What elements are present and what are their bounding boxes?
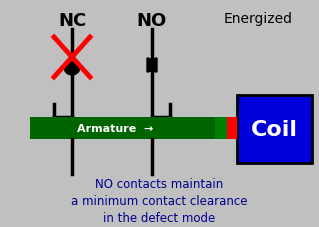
Text: Energized: Energized — [224, 12, 293, 26]
Text: Coil: Coil — [251, 119, 298, 139]
Wedge shape — [150, 59, 157, 73]
Bar — [237, 96, 312, 163]
Text: NO: NO — [137, 12, 167, 30]
Text: Armature  →: Armature → — [77, 123, 153, 133]
Text: NO contacts maintain
a minimum contact clearance
in the defect mode: NO contacts maintain a minimum contact c… — [71, 177, 247, 224]
Text: NC: NC — [58, 12, 86, 30]
Bar — [215, 118, 227, 139]
Bar — [30, 118, 215, 139]
Wedge shape — [64, 60, 72, 76]
Wedge shape — [147, 59, 154, 73]
Wedge shape — [72, 60, 80, 76]
Bar — [227, 118, 237, 139]
